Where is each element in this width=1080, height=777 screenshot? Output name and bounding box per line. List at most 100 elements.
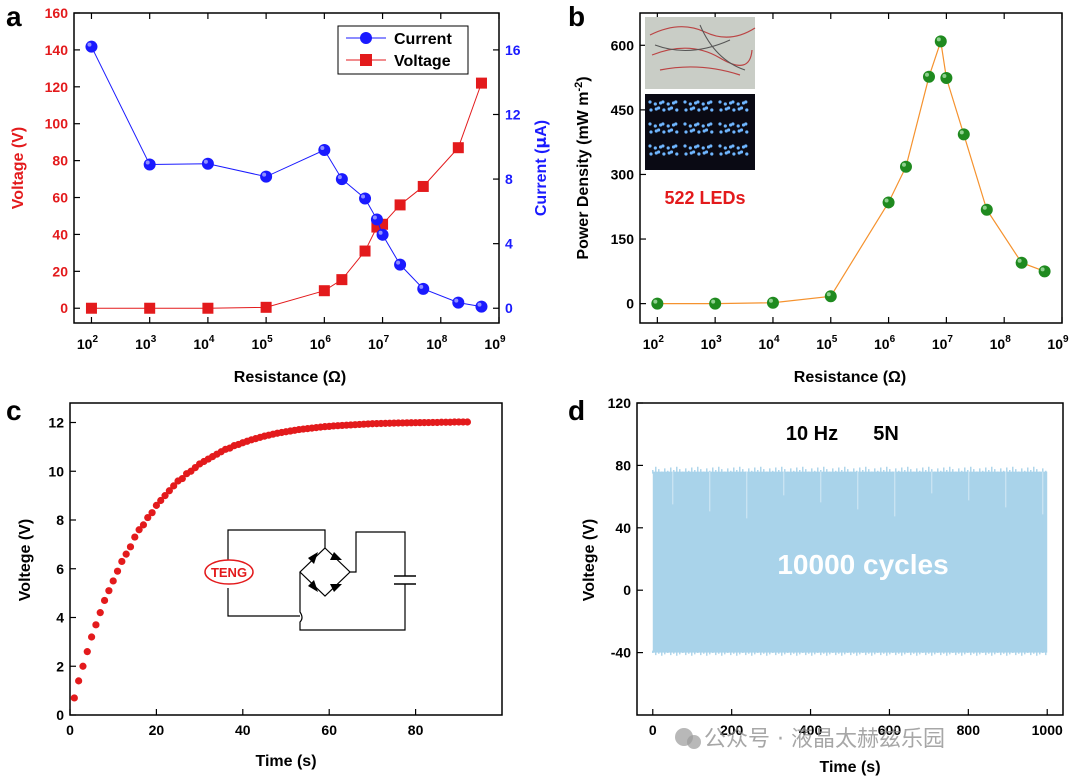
led-dot bbox=[661, 100, 665, 104]
led-dot bbox=[727, 106, 731, 110]
power-point-highlight bbox=[768, 298, 773, 303]
y-tick-label: 450 bbox=[611, 102, 635, 118]
voltage-point bbox=[139, 521, 148, 529]
led-dot bbox=[709, 144, 713, 148]
circuit-wire-top bbox=[227, 529, 326, 568]
power-point-highlight bbox=[711, 299, 716, 304]
led-dot bbox=[732, 130, 736, 134]
voltage-point bbox=[463, 418, 472, 426]
x-tick-label: 20 bbox=[149, 722, 165, 738]
x-tick-label: 107 bbox=[932, 334, 954, 352]
led-dot bbox=[723, 102, 727, 106]
panel-d-letter: d bbox=[568, 395, 585, 426]
panel-b-frame bbox=[639, 12, 1063, 324]
panel-d-y-ticks: -40 0 40 80 120 bbox=[608, 395, 643, 661]
output-dips bbox=[672, 471, 1044, 519]
y-tick-label: 60 bbox=[52, 190, 68, 206]
panel-d-overlay: 10000 cycles bbox=[777, 549, 948, 580]
led-dot bbox=[739, 150, 744, 154]
legend-current-marker bbox=[360, 32, 372, 44]
led-dot bbox=[688, 146, 692, 150]
led-dot bbox=[648, 122, 652, 126]
power-point-highlight bbox=[884, 198, 889, 203]
diode-3 bbox=[308, 580, 318, 592]
x-tick-label: 103 bbox=[135, 334, 157, 352]
led-dot bbox=[727, 150, 731, 154]
panel-a-plot bbox=[85, 40, 488, 314]
y-tick-label: 140 bbox=[45, 42, 69, 58]
panel-c-frame bbox=[69, 402, 503, 716]
current-point-highlight bbox=[477, 302, 482, 307]
led-dot bbox=[649, 152, 653, 156]
led-dot bbox=[688, 124, 692, 128]
led-dot bbox=[669, 150, 674, 154]
power-point bbox=[651, 297, 664, 310]
panel-a-xlabel: Resistance (Ω) bbox=[234, 369, 346, 386]
panel-d: d -40 0 40 80 120 0 200 400 600 800 1000 10 Hz 5N… bbox=[568, 395, 1064, 776]
led-dot bbox=[662, 108, 666, 112]
panel-d-xlabel: Time (s) bbox=[819, 759, 880, 776]
led-dot bbox=[675, 130, 679, 134]
y-tick-label: 100 bbox=[45, 116, 69, 132]
current-point bbox=[201, 157, 214, 170]
led-dot bbox=[674, 100, 678, 104]
panel-d-force: 5N bbox=[873, 423, 899, 445]
diode-1 bbox=[308, 552, 318, 564]
y-tick-label: 120 bbox=[45, 79, 69, 95]
led-dot bbox=[696, 100, 700, 104]
voltage-point bbox=[170, 482, 178, 490]
led-dot bbox=[732, 108, 736, 112]
voltage-point bbox=[394, 199, 406, 211]
voltage-point bbox=[113, 567, 122, 575]
led-dot bbox=[683, 144, 687, 148]
panel-b-ylabel: Power Density (mW m-2) bbox=[573, 76, 592, 259]
panel-c-xlabel: Time (s) bbox=[255, 753, 316, 770]
led-dot bbox=[736, 146, 740, 150]
led-dot bbox=[648, 100, 652, 104]
voltage-point bbox=[92, 621, 100, 629]
panel-b-plot bbox=[651, 35, 1051, 310]
y-tick-label: 8 bbox=[505, 171, 513, 187]
current-line bbox=[91, 46, 482, 308]
x-tick-label: 106 bbox=[310, 334, 332, 352]
legend-voltage-label: Voltage bbox=[394, 53, 451, 70]
voltage-point bbox=[135, 526, 143, 534]
current-point-highlight bbox=[372, 215, 377, 220]
led-dot bbox=[710, 152, 714, 156]
panel-a-ylabel-right: Current (μA) bbox=[531, 120, 550, 216]
led-dot bbox=[649, 108, 653, 112]
current-point bbox=[85, 40, 98, 53]
power-point bbox=[882, 196, 895, 209]
led-dot bbox=[666, 102, 670, 106]
x-tick-label: 102 bbox=[643, 334, 665, 352]
led-dot bbox=[704, 150, 709, 154]
voltage-point bbox=[202, 302, 214, 314]
y-tick-label: 6 bbox=[56, 561, 64, 577]
led-dot bbox=[697, 108, 701, 112]
led-dot bbox=[657, 150, 661, 154]
led-dot bbox=[731, 122, 735, 126]
voltage-point bbox=[152, 501, 160, 509]
led-dot bbox=[683, 100, 687, 104]
x-tick-label: 109 bbox=[484, 334, 506, 352]
voltage-point bbox=[260, 301, 272, 313]
x-tick-label: 400 bbox=[799, 722, 823, 738]
panel-c-plot bbox=[70, 418, 472, 702]
y-tick-label: 160 bbox=[45, 5, 69, 21]
current-point bbox=[417, 282, 430, 295]
led-dot bbox=[674, 144, 678, 148]
led-dot bbox=[666, 146, 670, 150]
led-dot bbox=[688, 102, 692, 106]
device-photo bbox=[645, 17, 755, 89]
current-point bbox=[370, 213, 383, 226]
panel-a-frame bbox=[73, 12, 500, 324]
panel-d-ylabel: Voltege (V) bbox=[581, 519, 598, 601]
x-tick-label: 60 bbox=[321, 722, 337, 738]
led-dot bbox=[704, 128, 709, 132]
led-dot bbox=[731, 100, 735, 104]
current-point bbox=[359, 192, 372, 205]
led-dot bbox=[669, 106, 674, 110]
power-point-highlight bbox=[936, 37, 941, 42]
